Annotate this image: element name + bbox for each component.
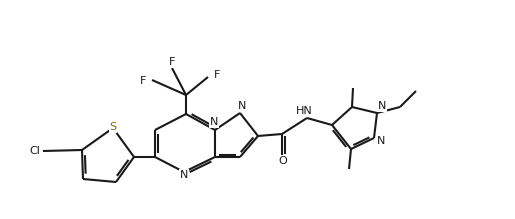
- Text: N: N: [180, 170, 188, 180]
- Text: N: N: [238, 101, 246, 111]
- Text: F: F: [140, 76, 146, 86]
- Text: S: S: [109, 122, 116, 132]
- Text: F: F: [214, 70, 220, 80]
- Text: N: N: [378, 101, 386, 111]
- Text: N: N: [377, 136, 385, 146]
- Text: O: O: [279, 156, 287, 166]
- Text: N: N: [210, 117, 218, 127]
- Text: Cl: Cl: [29, 146, 41, 156]
- Text: F: F: [169, 57, 175, 67]
- Text: HN: HN: [296, 106, 313, 116]
